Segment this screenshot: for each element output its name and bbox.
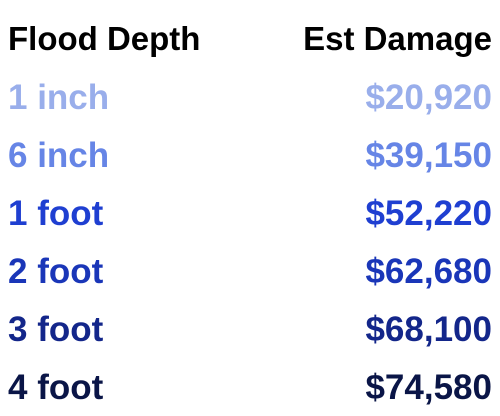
damage-cell: $20,920 <box>365 77 492 117</box>
damage-cell: $68,100 <box>365 309 492 349</box>
header-row: Flood Depth Est Damage <box>8 8 492 68</box>
depth-cell: 1 inch <box>8 77 110 117</box>
damage-cell: $39,150 <box>365 135 492 175</box>
table-row: 4 foot $74,580 <box>8 358 492 416</box>
header-flood-depth: Flood Depth <box>8 19 201 57</box>
table-row: 1 foot $52,220 <box>8 184 492 242</box>
damage-cell: $74,580 <box>365 367 492 407</box>
table-row: 1 inch $20,920 <box>8 68 492 126</box>
depth-cell: 2 foot <box>8 251 104 291</box>
depth-cell: 3 foot <box>8 309 104 349</box>
depth-cell: 6 inch <box>8 135 110 175</box>
header-est-damage: Est Damage <box>303 19 492 57</box>
table-row: 2 foot $62,680 <box>8 242 492 300</box>
damage-cell: $62,680 <box>365 251 492 291</box>
flood-damage-table: Flood Depth Est Damage 1 inch $20,920 6 … <box>8 8 492 416</box>
damage-cell: $52,220 <box>365 193 492 233</box>
depth-cell: 1 foot <box>8 193 104 233</box>
depth-cell: 4 foot <box>8 367 104 407</box>
table-row: 6 inch $39,150 <box>8 126 492 184</box>
table-row: 3 foot $68,100 <box>8 300 492 358</box>
